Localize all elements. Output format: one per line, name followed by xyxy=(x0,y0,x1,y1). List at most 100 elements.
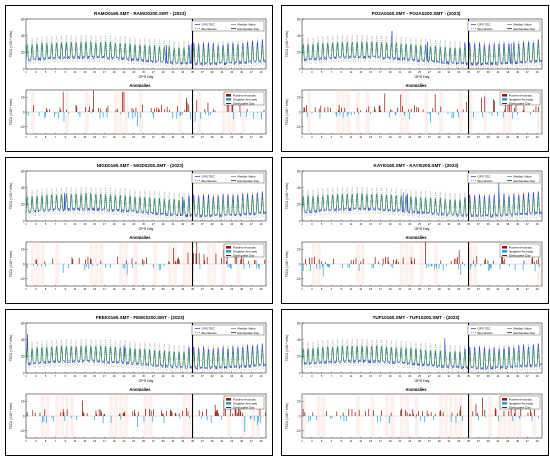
positive-anomaly-bar xyxy=(536,260,538,264)
x-tick-label: 1 xyxy=(25,135,27,139)
legend-label: Negative Anomaly xyxy=(233,402,258,406)
legend-label: Earthquake Day xyxy=(509,254,531,258)
anomaly-band xyxy=(241,394,246,438)
x-tick-label: 45 xyxy=(240,135,243,139)
positive-anomaly-bar xyxy=(475,403,477,416)
positive-anomaly-bar xyxy=(107,105,109,112)
positive-anomaly-bar xyxy=(232,413,234,416)
positive-anomaly-bar xyxy=(493,99,494,112)
negative-anomaly-bar xyxy=(153,264,154,268)
x-tick-label: 33 xyxy=(181,287,184,291)
anomaly-band xyxy=(182,394,187,438)
negative-anomaly-bar xyxy=(86,264,87,268)
x-axis-label: GPS Day xyxy=(415,227,430,231)
positive-anomaly-bar xyxy=(187,411,189,416)
negative-anomaly-bar xyxy=(68,112,70,114)
negative-anomaly-bar xyxy=(326,264,328,267)
x-tick-label: 5 xyxy=(45,135,47,139)
negative-anomaly-bar xyxy=(347,264,349,268)
negative-anomaly-bar xyxy=(462,416,463,422)
positive-anomaly-bar xyxy=(422,109,424,112)
positive-anomaly-bar xyxy=(169,110,170,112)
positive-anomaly-bar xyxy=(333,258,334,264)
x-tick-label: 45 xyxy=(516,374,519,378)
x-tick-label: 45 xyxy=(240,70,243,74)
positive-anomaly-bar xyxy=(170,410,172,416)
negative-anomaly-bar xyxy=(485,416,486,418)
x-tick-label: 1 xyxy=(301,70,303,74)
anomaly-band xyxy=(385,394,390,438)
positive-anomaly-bar xyxy=(330,107,331,112)
x-tick-label: 29 xyxy=(162,70,165,74)
chart-svg: KAYI0160.SMT - KAYI0200.SMT - (2023) 0 20 4… xyxy=(285,163,543,291)
positive-anomaly-bar xyxy=(132,411,134,416)
negative-anomaly-bar xyxy=(84,264,86,271)
x-tick-label: 41 xyxy=(496,374,499,378)
x-tick-label: 29 xyxy=(438,70,441,74)
positive-anomaly-bar xyxy=(96,414,98,416)
x-tick-label: 19 xyxy=(389,374,392,378)
panel-feek: FEEK0160.SMT - FEEK0200.SMT - (2023) 0 20 4… xyxy=(5,309,273,456)
x-tick-label: 47 xyxy=(250,135,253,139)
x-tick-label: 49 xyxy=(536,374,539,378)
x-tick-label: 49 xyxy=(260,135,263,139)
positive-anomaly-bar xyxy=(161,410,162,416)
negative-anomaly-bar xyxy=(122,264,124,269)
positive-anomaly-bar xyxy=(481,97,482,112)
positive-anomaly-bar xyxy=(123,412,125,416)
y-axis-label: TECU (×10¹⁶ e/m²) xyxy=(285,183,289,210)
positive-anomaly-bar xyxy=(204,109,206,112)
y-axis-label: TECU (×10¹⁶ e/m²) xyxy=(9,99,13,126)
x-tick-label: 11 xyxy=(74,374,77,378)
top-legend xyxy=(191,20,265,32)
anomaly-band xyxy=(94,242,99,286)
positive-anomaly-bar xyxy=(396,258,398,264)
x-axis-label: GPS Day xyxy=(139,379,154,383)
legend-label: Boundaries xyxy=(202,331,218,335)
top-legend xyxy=(191,172,265,184)
y-tick-label: 60 xyxy=(297,321,301,325)
positive-anomaly-bar xyxy=(397,107,398,112)
negative-anomaly-bar xyxy=(502,112,504,118)
positive-anomaly-bar xyxy=(168,261,170,264)
anomaly-band xyxy=(30,90,35,134)
positive-anomaly-bar xyxy=(66,109,67,112)
x-tick-label: 23 xyxy=(132,287,135,291)
negative-anomaly-bar xyxy=(201,416,202,419)
x-tick-label: 15 xyxy=(93,70,96,74)
positive-anomaly-bar xyxy=(156,107,158,112)
negative-anomaly-bar xyxy=(430,264,432,267)
anomaly-band xyxy=(419,242,424,286)
legend-label: Earthquake Day xyxy=(233,406,255,410)
anomaly-band xyxy=(458,90,463,134)
x-tick-label: 19 xyxy=(389,222,392,226)
x-tick-label: 45 xyxy=(240,374,243,378)
x-tick-label: 31 xyxy=(447,70,450,74)
positive-anomaly-bar xyxy=(457,256,458,264)
legend-label: Negative Anomaly xyxy=(509,250,534,254)
y-tick-label: 10 xyxy=(21,248,25,252)
negative-anomaly-bar xyxy=(63,112,65,122)
legend-label: Positive Anomaly xyxy=(509,94,532,98)
positive-anomaly-bar xyxy=(455,258,457,264)
upper-boundary-line xyxy=(25,34,266,57)
x-tick-label: 37 xyxy=(477,222,480,226)
x-tick-label: 7 xyxy=(55,439,57,443)
positive-anomaly-bar xyxy=(234,405,236,416)
x-tick-label: 31 xyxy=(447,222,450,226)
positive-anomaly-bar xyxy=(302,409,304,416)
negative-anomaly-bar xyxy=(316,416,318,421)
positive-anomaly-bar xyxy=(264,259,266,264)
x-tick-label: 17 xyxy=(379,374,382,378)
negative-anomaly-bar xyxy=(389,112,390,118)
positive-anomaly-bar xyxy=(39,412,41,416)
positive-anomaly-bar xyxy=(60,412,62,416)
positive-anomaly-bar xyxy=(134,409,135,416)
y-tick-label: 10 xyxy=(297,96,301,100)
negative-anomaly-bar xyxy=(490,264,491,268)
positive-anomaly-bar xyxy=(451,412,453,416)
negative-anomaly-bar xyxy=(140,112,142,119)
negative-anomaly-bar xyxy=(343,416,345,422)
x-tick-label: 35 xyxy=(467,135,470,139)
negative-anomaly-bar xyxy=(509,264,510,266)
